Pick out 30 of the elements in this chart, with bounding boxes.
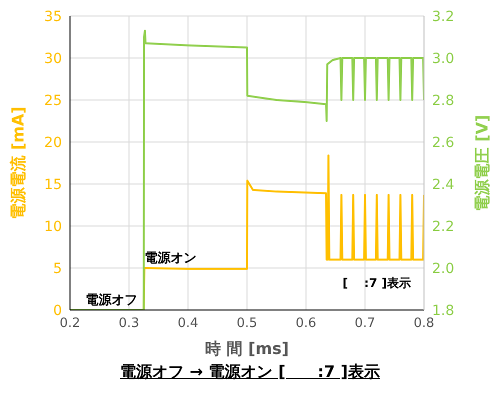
y-tick-label: 0 — [53, 302, 62, 319]
y-tick-label: 5 — [53, 260, 62, 277]
annotation: 電源オン — [144, 251, 196, 266]
y-tick-label: 20 — [44, 134, 62, 151]
y2-tick-label: 2.2 — [432, 218, 454, 235]
x-tick-label: 0.7 — [354, 316, 376, 332]
x-tick-label: 0.5 — [236, 316, 258, 332]
y2-axis-title: 電源電圧 [V] — [472, 114, 492, 212]
y2-tick-label: 2.4 — [432, 176, 454, 193]
y-tick-label: 10 — [44, 218, 62, 235]
y2-tick-label: 2.6 — [432, 134, 454, 151]
y-tick-label: 35 — [44, 8, 62, 25]
y2-tick-label: 2.8 — [432, 92, 454, 109]
y2-tick-label: 3.2 — [432, 8, 454, 25]
x-tick-label: 0.2 — [60, 316, 80, 332]
x-tick-label: 0.4 — [178, 316, 198, 332]
annotation: [ :7 ]表示 — [342, 276, 411, 290]
y2-tick-label: 1.8 — [432, 302, 454, 319]
y-axis-title: 電源電流 [mA] — [8, 106, 28, 220]
x-tick-label: 0.8 — [414, 316, 434, 332]
x-axis-title: 時 間 [ms] — [205, 339, 289, 358]
x-tick-label: 0.3 — [118, 316, 140, 332]
x-tick-label: 0.6 — [296, 316, 316, 332]
annotation: 電源オフ — [85, 293, 138, 308]
y-tick-label: 30 — [44, 50, 62, 67]
y2-tick-label: 2.0 — [432, 260, 454, 277]
text: 電源オフ → 電源オン [ :7 ]表示 — [119, 362, 381, 383]
y2-tick-label: 3.0 — [432, 50, 454, 67]
y-tick-label: 25 — [44, 92, 62, 109]
y-tick-label: 15 — [44, 176, 62, 193]
